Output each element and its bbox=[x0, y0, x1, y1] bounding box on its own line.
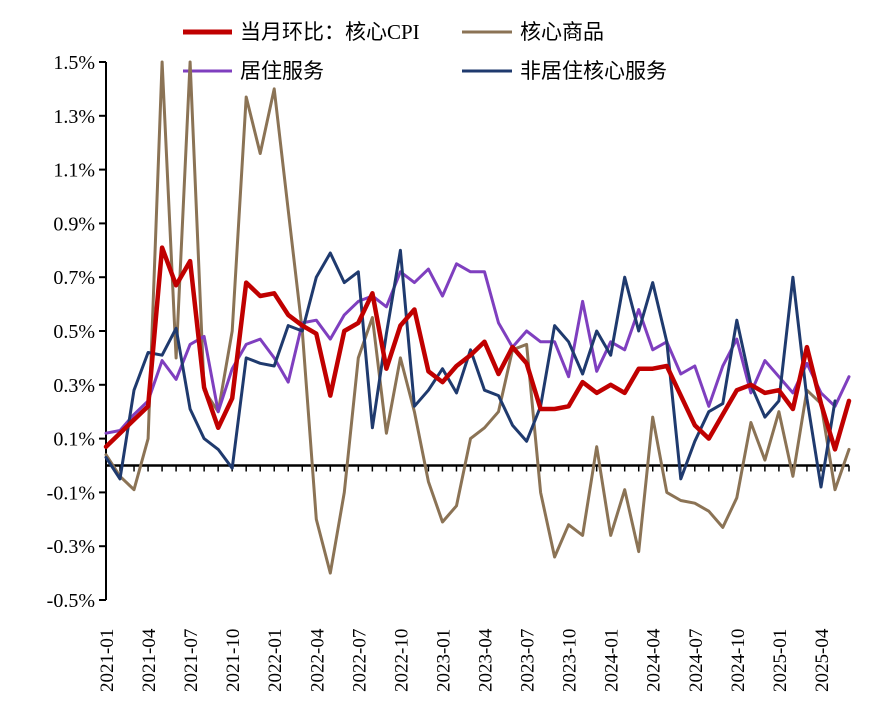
legend-label-shelter: 居住服务 bbox=[240, 59, 324, 83]
series-line-3 bbox=[104, 248, 837, 489]
legend: 当月环比：核心CPI 核心商品 居住服务 非居住核心服务 bbox=[183, 20, 667, 83]
x-tick-label: 2022-01 bbox=[265, 629, 286, 692]
x-tick-label: 2024-10 bbox=[728, 629, 749, 692]
series-line-1 bbox=[104, 60, 851, 575]
x-tick-label: 2025-04 bbox=[812, 628, 833, 692]
y-tick-label: 0.1% bbox=[53, 429, 95, 451]
x-tick-label: 2023-07 bbox=[518, 629, 539, 692]
y-tick-label: 1.3% bbox=[53, 106, 95, 128]
x-tick-label: 2022-04 bbox=[307, 628, 328, 692]
x-tick-label: 2023-10 bbox=[560, 629, 581, 692]
x-tick-label: 2021-01 bbox=[97, 629, 118, 692]
x-tick-label: 2022-07 bbox=[349, 629, 370, 692]
y-tick-label: 0.7% bbox=[53, 267, 95, 289]
x-tick-label: 2024-01 bbox=[602, 629, 623, 692]
series-line-0 bbox=[103, 245, 852, 452]
y-tick-label: 0.3% bbox=[53, 375, 95, 397]
axes: 1.5% 1.3% 1.1% 0.9% 0.7% 0.5% 0.3% 0.1% -0.1% -0.… bbox=[47, 52, 850, 692]
y-tick-label: 1.5% bbox=[53, 52, 95, 74]
series-line-2 bbox=[104, 262, 851, 435]
series-lines bbox=[103, 60, 852, 575]
x-tick-label: 2025-01 bbox=[770, 629, 791, 692]
y-tick-label: 1.1% bbox=[53, 160, 95, 182]
x-tick-label: 2022-10 bbox=[391, 629, 412, 692]
x-tick-label: 2021-10 bbox=[223, 629, 244, 692]
legend-label-core-goods: 核心商品 bbox=[520, 20, 604, 44]
legend-label-core-cpi: 当月环比：核心CPI bbox=[240, 20, 420, 44]
y-tick-label: -0.1% bbox=[47, 482, 95, 504]
y-tick-label: -0.3% bbox=[47, 536, 95, 558]
x-tick-label: 2021-07 bbox=[181, 629, 202, 692]
x-tick-label: 2024-04 bbox=[644, 628, 665, 692]
legend-label-supercore: 非居住核心服务 bbox=[520, 59, 667, 83]
y-tick-label: 0.5% bbox=[53, 321, 95, 343]
x-tick-label: 2023-01 bbox=[433, 629, 454, 692]
x-tick-label: 2021-04 bbox=[139, 628, 160, 692]
y-tick-label: -0.5% bbox=[47, 590, 95, 612]
y-tick-label: 0.9% bbox=[53, 213, 95, 235]
x-tick-label: 2023-04 bbox=[476, 628, 497, 692]
x-tick-label: 2024-07 bbox=[686, 629, 707, 692]
